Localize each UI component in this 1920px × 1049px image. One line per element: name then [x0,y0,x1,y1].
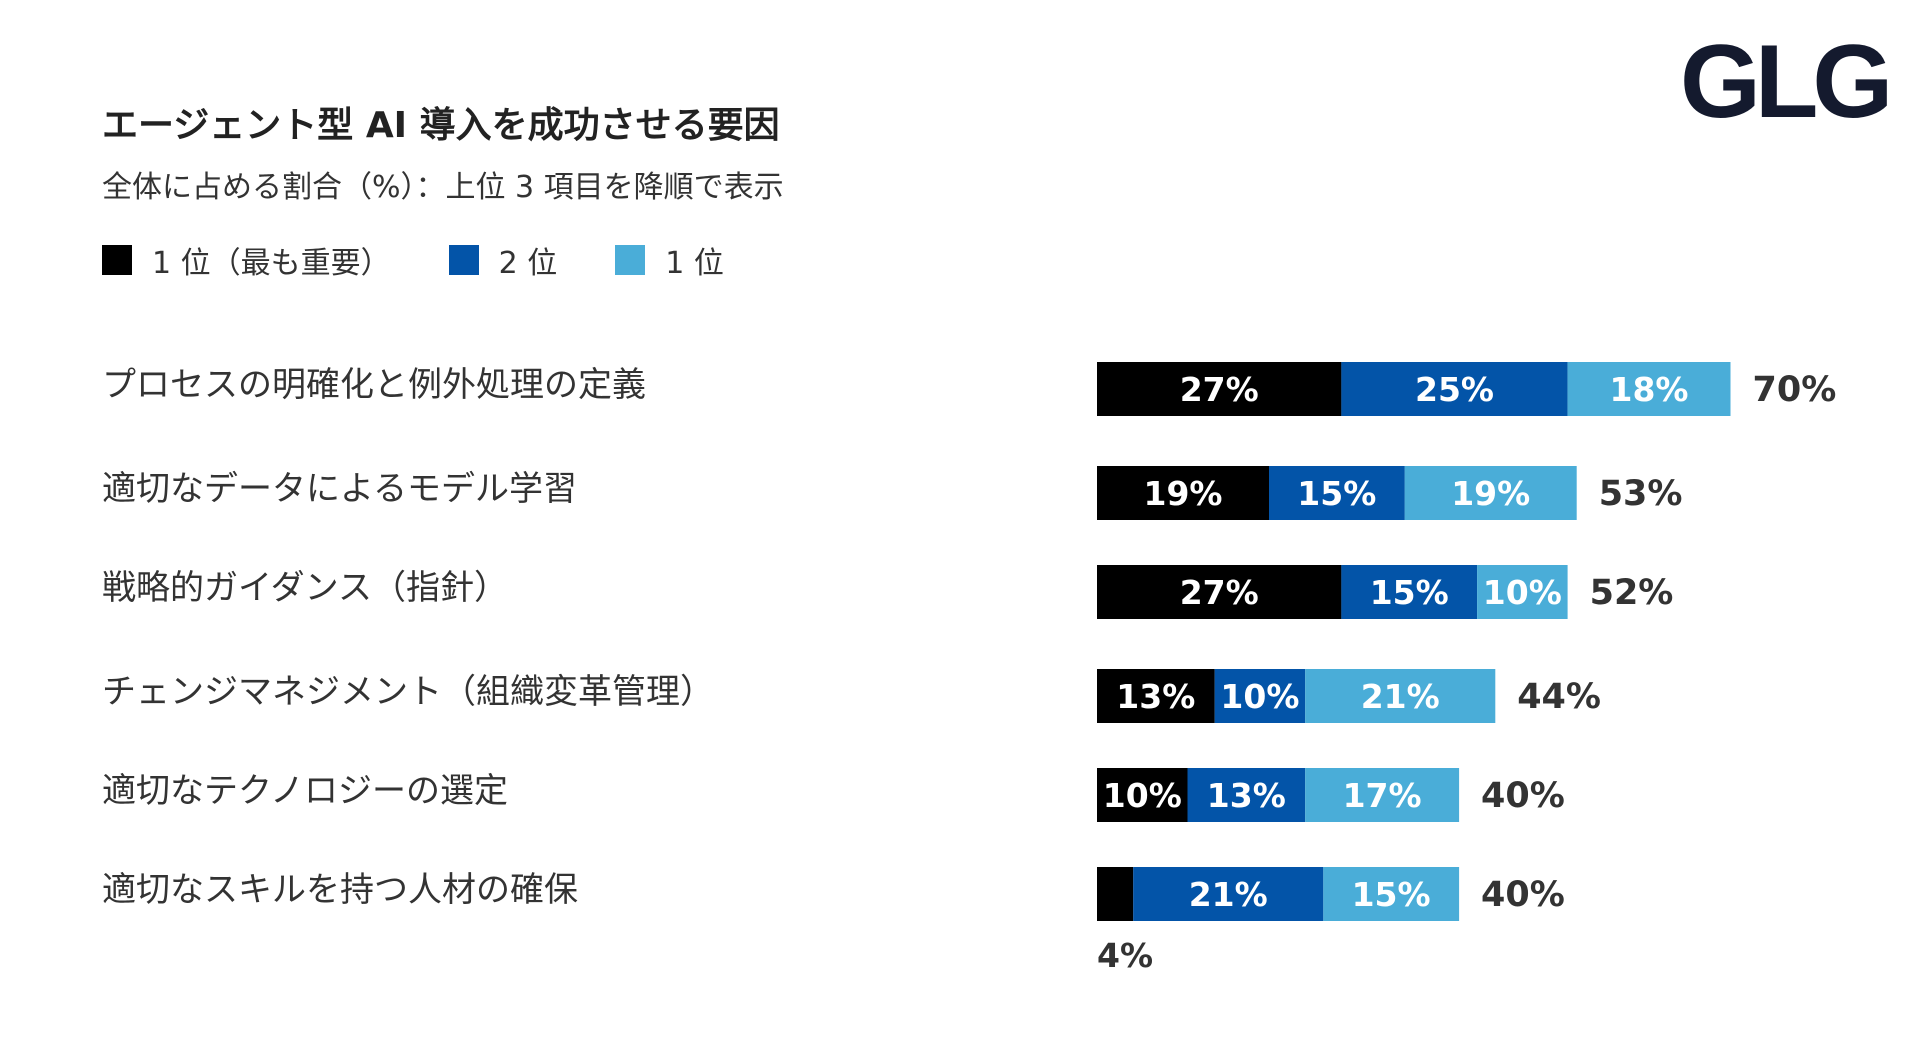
bar-value-label-row6-rank3: 15% [1352,875,1431,914]
bar-value-label-row3-rank1: 27% [1180,573,1259,612]
bar-segment-row3-rank1 [1097,565,1342,619]
bar-segment-row4-rank1 [1097,669,1215,723]
chart-subtitle: 全体に占める割合（%）：上位 3 項目を降順で表示 [102,170,784,205]
bar-value-label-row3-rank2: 15% [1370,573,1449,612]
bar-segment-row5-rank1 [1097,768,1188,822]
bar-value-label-row4-rank3: 21% [1361,677,1440,716]
bar-value-label-row1-rank3: 18% [1610,370,1689,409]
bar-value-label-row4-rank1: 13% [1116,677,1195,716]
category-label-6: 適切なスキルを持つ人材の確保 [102,870,578,910]
bar-segment-row5-rank2 [1187,768,1306,822]
bar-value-label-row1-rank2: 25% [1415,370,1494,409]
bar-value-label-row2-rank3: 19% [1451,474,1530,513]
bar-segment-row6-rank3 [1323,867,1460,921]
bar-segment-row1-rank3 [1567,362,1731,416]
total-label-row4: 44% [1517,677,1601,717]
chart-title: エージェント型 AI 導入を成功させる要因 [102,105,780,146]
glg-logo: GLG [1680,24,1893,140]
category-label-1: プロセスの明確化と例外処理の定義 [102,365,646,405]
bar-value-label-row6-rank1: 4% [1097,936,1153,975]
bar-segment-row2-rank3 [1404,466,1577,520]
bar-segment-row1-rank2 [1341,362,1568,416]
bar-segment-row4-rank2 [1214,669,1306,723]
legend-swatch-rank2 [448,245,479,275]
legend-item-rank1: 1 位（最も重要） [102,238,391,282]
bar-value-label-row5-rank2: 13% [1207,776,1286,815]
bar-segment-row3-rank2 [1341,565,1478,619]
bar-value-label-row6-rank2: 21% [1189,875,1268,914]
total-label-row5: 40% [1481,776,1565,816]
bar-value-label-row3-rank3: 10% [1483,573,1562,612]
total-label-row6: 40% [1481,875,1565,915]
legend-label-rank3: 1 位 [665,246,724,281]
bar-segment-row1-rank1 [1097,362,1342,416]
bar-value-label-row1-rank1: 27% [1180,370,1259,409]
legend-swatch-rank3 [615,245,646,275]
bar-value-label-row5-rank3: 17% [1343,776,1422,815]
legend-swatch-rank1 [102,245,132,275]
category-label-4: チェンジマネジメント（組織変革管理） [102,672,714,712]
bar-segment-row3-rank3 [1477,565,1568,619]
bar-value-label-row2-rank2: 15% [1297,474,1376,513]
category-label-5: 適切なテクノロジーの選定 [102,771,508,811]
legend-item-rank2: 2 位 [448,238,558,282]
category-label-2: 適切なデータによるモデル学習 [102,469,577,509]
legend-label-rank1: 1 位（最も重要） [152,246,391,281]
legend: 1 位（最も重要） 2 位 1 位 [102,238,782,282]
bar-segment-row2-rank2 [1269,466,1405,520]
total-label-row2: 53% [1599,474,1683,514]
bar-segment-row6-rank1 [1097,867,1134,921]
legend-label-rank2: 2 位 [498,246,558,281]
bar-value-label-row4-rank2: 10% [1220,677,1299,716]
bar-value-label-row2-rank1: 19% [1144,474,1223,513]
bar-segment-row4-rank3 [1305,669,1496,723]
bar-value-label-row5-rank1: 10% [1103,776,1182,815]
total-label-row1: 70% [1753,370,1837,410]
bar-segment-row6-rank2 [1133,867,1324,921]
legend-item-rank3: 1 位 [615,238,724,282]
total-label-row3: 52% [1590,573,1674,613]
bar-segment-row5-rank3 [1305,768,1460,822]
bar-segment-row2-rank1 [1097,466,1269,520]
category-label-3: 戦略的ガイダンス（指針） [102,568,508,608]
